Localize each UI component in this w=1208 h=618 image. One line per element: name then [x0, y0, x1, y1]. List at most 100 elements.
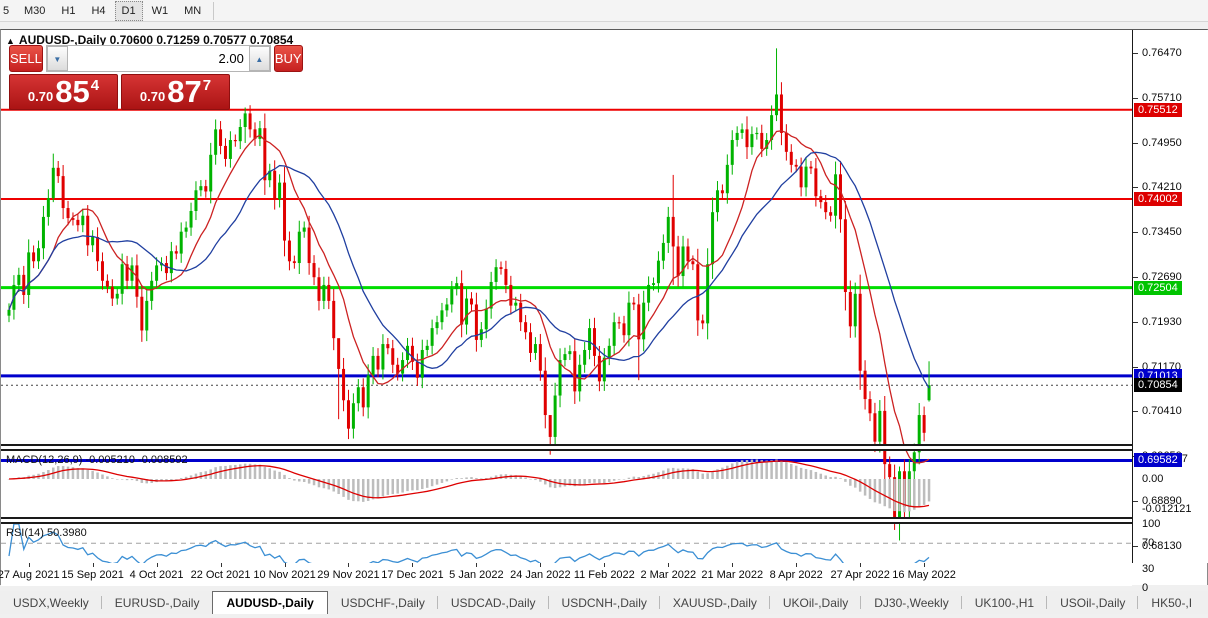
timeframe-button-m30[interactable]: M30 — [24, 4, 46, 17]
timeframe-button-h4[interactable]: H4 — [91, 4, 106, 17]
candle-body — [189, 210, 193, 228]
macd-histogram-bar — [421, 479, 424, 490]
collapse-chart-icon[interactable]: ▲ — [6, 36, 15, 46]
date-tick-mark — [220, 563, 222, 567]
candle-body — [366, 375, 370, 408]
candle-body — [435, 322, 439, 329]
volume-increase-icon[interactable]: ▲ — [248, 46, 270, 71]
macd-histogram-bar — [179, 477, 183, 479]
chart-tab-usdchf-daily[interactable]: USDCHF-,Daily — [328, 592, 438, 614]
macd-histogram-bar — [632, 476, 636, 479]
chart-tab-usoil-daily[interactable]: USOil-,Daily — [1047, 592, 1139, 614]
timeframe-button-h1[interactable]: H1 — [61, 4, 76, 17]
rsi-pane[interactable] — [1, 524, 1132, 591]
chart-tab-audusd-daily[interactable]: AUDUSD-,Daily — [212, 591, 328, 614]
volume-input[interactable] — [67, 46, 249, 71]
volume-decrease-icon[interactable]: ▼ — [46, 46, 68, 71]
candle-body — [745, 129, 749, 148]
candle-body — [794, 164, 798, 167]
candle-body — [430, 328, 434, 346]
candle-body — [199, 186, 203, 191]
candle-body — [140, 296, 144, 331]
candle-body — [715, 190, 719, 213]
timeframe-button-mn[interactable]: MN — [184, 4, 202, 17]
candle-body — [725, 164, 729, 194]
macd-histogram-bar — [435, 479, 439, 485]
chart-tab-usdcad-daily[interactable]: USDCAD-,Daily — [438, 592, 549, 614]
macd-histogram-bar — [366, 479, 370, 501]
candle-body — [223, 145, 227, 159]
price-tick-mark — [1133, 321, 1138, 323]
macd-histogram-bar — [229, 465, 232, 479]
macd-pane[interactable] — [1, 451, 1132, 517]
macd-histogram-bar — [524, 477, 527, 479]
candle-body — [32, 252, 36, 262]
macd-histogram-bar — [258, 464, 262, 479]
price-axis[interactable]: 0.76470 0.75710 0.74950 0.74210 0.73450 0.726… — [1132, 30, 1208, 594]
macd-histogram-bar — [273, 470, 276, 479]
macd-histogram-bar — [711, 471, 714, 479]
macd-histogram-bar — [686, 468, 690, 479]
candle-body — [322, 284, 326, 301]
macd-histogram-bar — [588, 479, 591, 484]
candle-body — [450, 289, 454, 305]
chart-tab-ukoil-daily[interactable]: UKOil-,Daily — [770, 592, 862, 614]
chart-tab-eurusd-daily[interactable]: EURUSD-,Daily — [114, 596, 200, 610]
macd-histogram-bar — [706, 473, 709, 479]
candle-body — [853, 293, 857, 327]
macd-histogram-bar — [475, 478, 478, 479]
macd-histogram-bar — [765, 460, 768, 479]
timeframe-button-5[interactable]: 5 — [2, 4, 10, 17]
candle-body — [248, 113, 252, 130]
chart-tab-usdcnh-daily[interactable]: USDCNH-,Daily — [549, 592, 660, 614]
chart-tab-dj30-weekly[interactable]: DJ30-,Weekly — [861, 592, 962, 614]
macd-histogram-bar — [66, 466, 70, 479]
candle-body — [179, 231, 183, 254]
buy-button[interactable]: BUY — [273, 45, 303, 72]
candle-body — [848, 292, 852, 327]
candle-body — [401, 360, 405, 374]
macd-histogram-bar — [489, 476, 493, 479]
date-axis[interactable]: 27 Aug 2021 15 Sep 2021 4 Oct 2021 22 Oct 2… — [0, 563, 1132, 586]
chart-tab-uk100-h1[interactable]: UK100-,H1 — [962, 592, 1048, 614]
candle-body — [873, 413, 877, 442]
candle-body — [150, 280, 154, 301]
candle-body — [647, 284, 651, 303]
chart-tab-xauusd-daily[interactable]: XAUUSD-,Daily — [660, 592, 770, 614]
macd-histogram-bar — [312, 479, 316, 486]
date-tick-mark — [668, 563, 670, 567]
candle-body — [568, 351, 572, 355]
date-tick-mark — [476, 563, 478, 567]
candle-body — [612, 322, 616, 346]
candle-body — [617, 322, 621, 324]
macd-histogram-bar — [681, 468, 685, 479]
pane-divider-rsi[interactable] — [1, 517, 1132, 524]
candle-body — [755, 132, 759, 135]
chart-tab-usdx-weekly[interactable]: USDX,Weekly — [0, 592, 102, 614]
candle-body — [46, 197, 50, 217]
tab-divider — [1137, 596, 1139, 609]
sell-button[interactable]: SELL — [9, 45, 43, 72]
sell-price-button[interactable]: 0.70 85 4 — [9, 74, 118, 110]
macd-histogram-bar — [101, 474, 104, 479]
candle-body — [514, 302, 518, 306]
macd-histogram-bar — [175, 479, 178, 480]
macd-histogram-bar — [750, 459, 754, 479]
candle-body — [922, 415, 926, 433]
candle-body — [917, 415, 921, 453]
candle-body — [268, 170, 272, 181]
buy-price-button[interactable]: 0.70 87 7 — [121, 74, 230, 110]
ma-fast-line — [8, 130, 930, 464]
candle-body — [115, 293, 119, 299]
macd-histogram-bar — [534, 479, 537, 481]
candle-body — [784, 132, 788, 152]
timeframe-button-w1[interactable]: W1 — [151, 4, 169, 17]
macd-histogram-bar — [770, 460, 773, 479]
timeframe-button-d1[interactable]: D1 — [114, 0, 143, 21]
macd-histogram-bar — [307, 479, 311, 484]
macd-histogram-bar — [593, 479, 596, 483]
pane-divider-macd[interactable] — [1, 444, 1132, 451]
macd-histogram-bar — [406, 479, 409, 492]
chart-tab-hk50-i[interactable]: HK50-,I — [1151, 596, 1193, 610]
date-tick-label: 22 Oct 2021 — [190, 569, 251, 581]
